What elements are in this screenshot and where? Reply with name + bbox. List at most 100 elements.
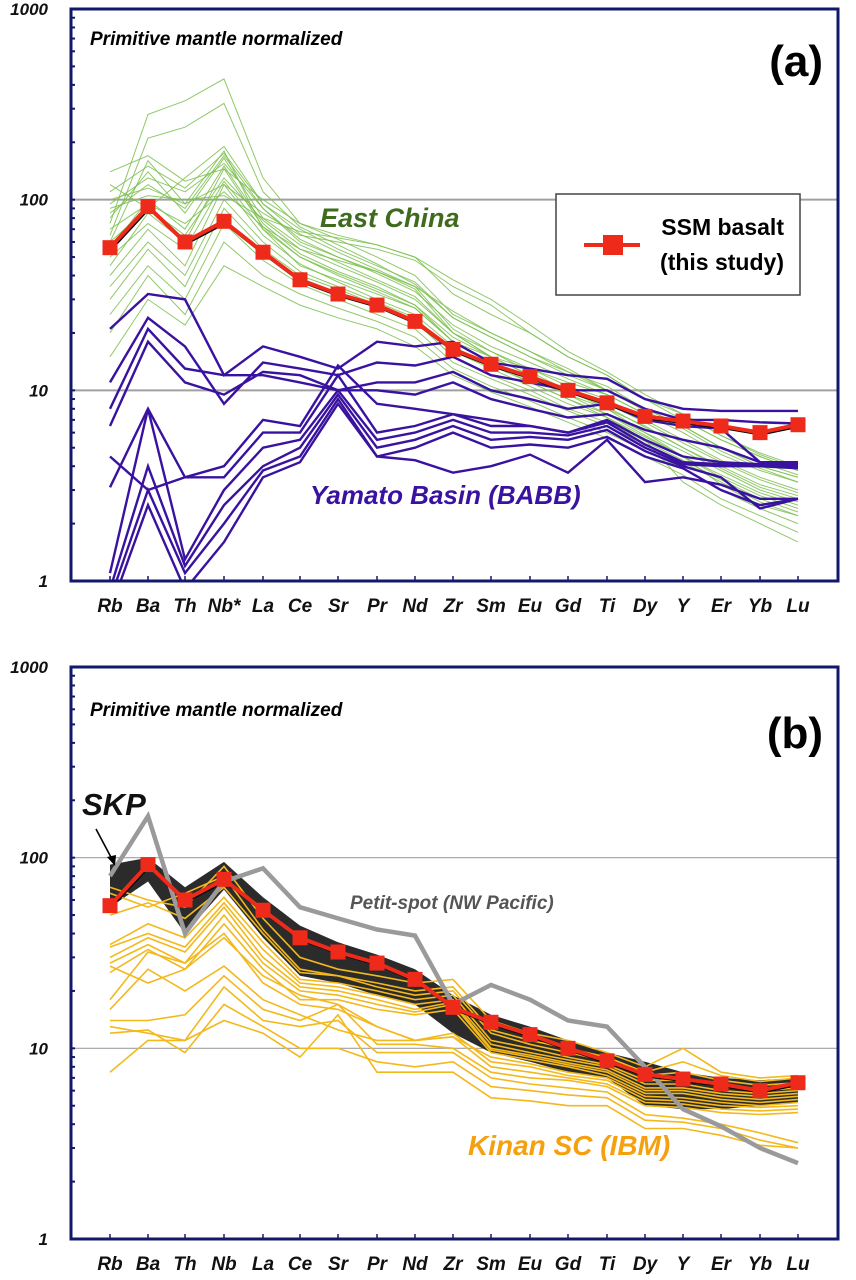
- ssm-basalt-series: [102, 857, 806, 1099]
- ssm-marker: [140, 199, 156, 215]
- x-tick-label: Dy: [633, 1254, 659, 1275]
- east-china-line: [109, 191, 799, 483]
- ssm-marker: [140, 857, 156, 873]
- ssm-marker: [369, 297, 385, 313]
- x-tick-label: Nd: [402, 1254, 428, 1275]
- kinan-sc-label: Kinan SC (IBM): [468, 1130, 670, 1161]
- x-tick-label: Eu: [518, 1254, 543, 1275]
- y-tick-label: 10: [29, 1039, 48, 1058]
- x-axis-labels: Rb Ba Th Nb La Ce Sr Pr Nd Zr Sm Eu Gd Ti Dy Y Er Yb Lu: [97, 1254, 810, 1275]
- legend: SSM basalt (this study): [555, 193, 801, 296]
- ssm-marker: [177, 234, 193, 250]
- kinan-sc-line: [109, 932, 799, 1109]
- x-tick-label: Th: [173, 1254, 196, 1275]
- plot-area: [71, 667, 838, 1239]
- ssm-basalt-series: [102, 199, 806, 441]
- kinan-sc-line: [109, 1013, 799, 1149]
- east-china-label: East China: [320, 203, 460, 233]
- ssm-marker: [292, 272, 308, 288]
- east-china-line: [109, 177, 799, 500]
- yamato-basin-line: [108, 388, 799, 574]
- y-axis-labels: 1 10 100 1000: [10, 0, 48, 591]
- x-tick-label: Yb: [748, 1254, 773, 1275]
- x-tick-label: Er: [711, 1254, 733, 1275]
- x-tick-label: Nb: [211, 1254, 237, 1275]
- skp-arrow: [95, 828, 116, 866]
- ssm-marker: [102, 240, 118, 256]
- y-tick-label: 1000: [10, 0, 48, 19]
- ssm-marker: [483, 1014, 499, 1030]
- x-tick-label: Sm: [476, 596, 506, 617]
- x-tick-label: La: [252, 1254, 275, 1275]
- skp-arrow-head: [107, 855, 116, 866]
- ssm-marker: [407, 313, 423, 329]
- ssm-marker: [713, 418, 729, 434]
- ssm-marker: [637, 408, 653, 424]
- x-axis-ticks: [109, 576, 799, 581]
- x-tick-label: Rb: [97, 596, 123, 617]
- ssm-marker: [445, 341, 461, 357]
- x-tick-label: Zr: [443, 596, 465, 617]
- x-tick-label: Gd: [555, 1254, 582, 1275]
- x-tick-label: Y: [677, 1254, 692, 1275]
- x-tick-label: Dy: [633, 596, 659, 617]
- x-tick-label: Nb*: [208, 596, 242, 617]
- east-china-line: [109, 165, 799, 494]
- ssm-marker: [330, 286, 346, 302]
- subtitle: Primitive mantle normalized: [90, 29, 343, 50]
- petit-spot-label: Petit-spot (NW Pacific): [350, 893, 554, 914]
- east-china-line: [109, 265, 799, 533]
- y-axis-ticks: [71, 674, 75, 1183]
- ssm-marker: [522, 1027, 538, 1043]
- ssm-marker: [637, 1066, 653, 1082]
- ssm-marker: [790, 1075, 806, 1091]
- y-tick-label: 10: [29, 381, 48, 400]
- y-tick-label: 1: [39, 1230, 48, 1249]
- x-tick-label: Eu: [518, 596, 543, 617]
- skp-band: [110, 857, 798, 1110]
- yamato-basin-line: [108, 339, 799, 466]
- ssm-marker: [292, 930, 308, 946]
- panel-label: (a): [769, 37, 823, 86]
- ssm-marker: [330, 944, 346, 960]
- x-tick-label: Pr: [367, 596, 389, 617]
- legend-entry-line2: (this study): [660, 249, 784, 275]
- skp-band-area: [110, 857, 798, 1110]
- yamato-basin-label: Yamato Basin (BABB): [310, 480, 581, 510]
- panel-b: 1 10 100 1000 Rb Ba Th Nb La Ce Sr Pr Nd Zr Sm Eu Gd Ti D…: [10, 658, 840, 1275]
- x-tick-label: Er: [711, 596, 733, 617]
- kinan-sc-line: [109, 985, 799, 1144]
- yamato-basin-line: [108, 373, 798, 488]
- ssm-marker: [790, 417, 806, 433]
- ssm-marker: [407, 971, 423, 987]
- panel-label: (b): [767, 709, 823, 758]
- east-china-line: [109, 162, 799, 483]
- kinan-sc-line: [109, 865, 799, 1079]
- x-tick-label: Lu: [786, 596, 810, 617]
- yamato-basin-line: [111, 392, 799, 581]
- x-axis-labels: Rb Ba Th Nb* La Ce Sr Pr Nd Zr Sm Eu Gd Ti Dy Y Er Yb Lu: [97, 596, 810, 617]
- skp-arrow-shaft: [95, 828, 114, 862]
- x-tick-label: Ti: [599, 596, 616, 617]
- x-tick-label: Th: [173, 596, 196, 617]
- ssm-marker: [560, 1040, 576, 1056]
- x-tick-label: Gd: [555, 596, 582, 617]
- ssm-marker: [177, 892, 193, 908]
- x-tick-label: Sr: [328, 1254, 350, 1275]
- ssm-marker: [445, 999, 461, 1015]
- x-tick-label: Y: [677, 596, 692, 617]
- yamato-basin-line: [115, 396, 799, 581]
- yamato-basin-line: [119, 401, 798, 581]
- ssm-marker: [560, 382, 576, 398]
- ssm-marker: [752, 1083, 768, 1099]
- ssm-marker: [599, 395, 615, 411]
- ssm-marker: [522, 369, 538, 385]
- x-tick-label: Lu: [786, 1254, 810, 1275]
- y-tick-label: 1000: [10, 658, 48, 677]
- x-tick-label: Ba: [136, 596, 161, 617]
- legend-entry-line1: SSM basalt: [661, 214, 784, 240]
- ssm-marker: [752, 425, 768, 441]
- x-tick-label: Ce: [288, 596, 313, 617]
- x-tick-label: Zr: [443, 1254, 465, 1275]
- ssm-marker: [216, 213, 232, 229]
